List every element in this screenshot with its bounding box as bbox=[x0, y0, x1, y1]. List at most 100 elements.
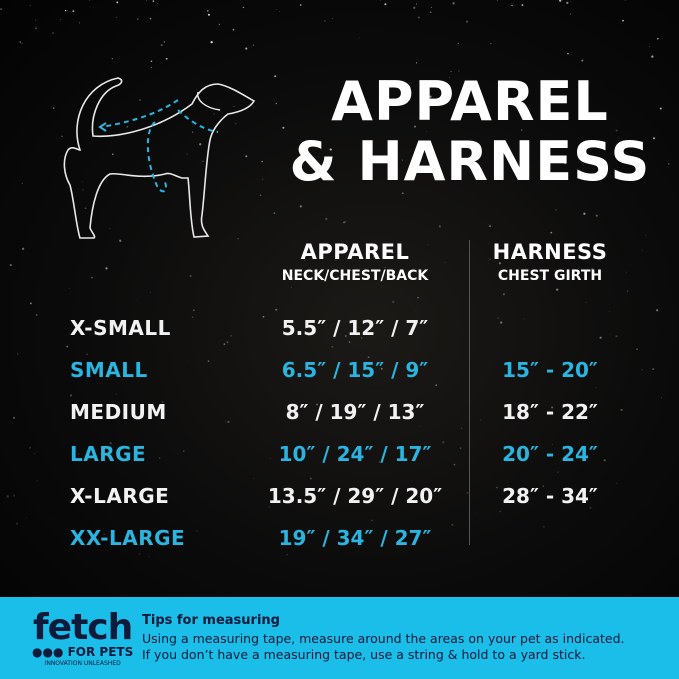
star bbox=[84, 207, 87, 210]
star bbox=[25, 516, 27, 518]
star bbox=[316, 403, 319, 406]
star bbox=[115, 16, 117, 18]
star bbox=[136, 299, 137, 300]
dog-measurement-outline-icon bbox=[63, 77, 256, 239]
apparel-measurement: 10″ / 24″ / 17″ bbox=[278, 442, 432, 466]
star bbox=[279, 11, 281, 13]
star bbox=[119, 239, 122, 242]
star bbox=[192, 309, 195, 312]
page-title-line2: & HARNESS bbox=[289, 130, 651, 193]
star bbox=[116, 1, 119, 4]
star bbox=[68, 288, 70, 290]
size-row: LARGE 10″ / 24″ / 17″ 20″ - 24″ bbox=[0, 442, 679, 472]
star bbox=[213, 135, 214, 137]
star bbox=[199, 143, 202, 146]
size-label: X-SMALL bbox=[70, 316, 171, 340]
star bbox=[69, 394, 73, 397]
star bbox=[22, 247, 25, 250]
star bbox=[52, 32, 54, 34]
star bbox=[163, 404, 165, 406]
size-row: XX-LARGE 19″ / 34″ / 27″ bbox=[0, 526, 679, 556]
star bbox=[518, 373, 520, 376]
star bbox=[73, 9, 74, 11]
star bbox=[589, 506, 592, 510]
star bbox=[616, 482, 618, 484]
star bbox=[12, 416, 16, 420]
star bbox=[126, 125, 129, 128]
star bbox=[415, 62, 418, 64]
star bbox=[109, 442, 112, 445]
star bbox=[150, 60, 153, 63]
apparel-header-sub: NECK/CHEST/BACK bbox=[281, 268, 429, 284]
star bbox=[557, 471, 559, 473]
star bbox=[9, 264, 12, 267]
star bbox=[413, 6, 416, 9]
star bbox=[585, 302, 587, 304]
star bbox=[392, 300, 395, 304]
star bbox=[653, 137, 656, 140]
star bbox=[202, 160, 204, 162]
star bbox=[444, 262, 446, 263]
size-row: SMALL 6.5″ / 15″ / 9″ 15″ - 20″ bbox=[0, 358, 679, 388]
star bbox=[620, 408, 623, 412]
star bbox=[138, 553, 141, 555]
star bbox=[82, 181, 84, 182]
star bbox=[497, 317, 499, 320]
size-row: X-SMALL 5.5″ / 12″ / 7″ bbox=[0, 316, 679, 346]
logo-brand: fetch bbox=[32, 607, 133, 648]
star bbox=[661, 397, 663, 399]
star bbox=[210, 40, 213, 44]
star bbox=[479, 418, 482, 421]
star bbox=[72, 10, 75, 13]
star bbox=[521, 129, 523, 131]
tips-title: Tips for measuring bbox=[142, 613, 280, 628]
star bbox=[373, 255, 376, 258]
star bbox=[232, 28, 235, 31]
star bbox=[370, 333, 372, 335]
logo-dots: ●●● bbox=[32, 645, 64, 659]
star bbox=[465, 20, 469, 23]
star bbox=[149, 18, 152, 20]
harness-measurement: 18″ - 22″ bbox=[502, 400, 598, 424]
star bbox=[186, 153, 188, 155]
star bbox=[324, 20, 326, 22]
star bbox=[625, 271, 627, 273]
star bbox=[275, 308, 278, 311]
size-row: MEDIUM 8″ / 19″ / 13″ 18″ - 22″ bbox=[0, 400, 679, 430]
star bbox=[413, 125, 417, 128]
star bbox=[547, 165, 550, 168]
star bbox=[581, 59, 584, 62]
harness-header-label: HARNESS bbox=[492, 240, 608, 264]
star bbox=[384, 3, 387, 6]
star bbox=[380, 367, 383, 370]
star bbox=[489, 259, 491, 260]
star bbox=[86, 353, 88, 355]
star bbox=[496, 486, 498, 489]
star bbox=[91, 277, 93, 279]
fetch-logo: fetch ●●● FOR PETS INNOVATION UNLEASHED bbox=[32, 607, 134, 668]
star bbox=[245, 47, 248, 50]
star bbox=[299, 205, 302, 208]
star bbox=[380, 360, 381, 362]
star bbox=[641, 368, 643, 371]
star bbox=[287, 408, 290, 412]
star bbox=[624, 0, 626, 1]
star bbox=[417, 296, 419, 299]
star bbox=[652, 368, 655, 371]
star bbox=[156, 3, 158, 5]
star bbox=[262, 178, 264, 180]
star bbox=[421, 145, 425, 148]
star bbox=[429, 11, 432, 13]
star bbox=[371, 519, 373, 522]
star bbox=[29, 446, 32, 449]
tips-line2: If you don’t have a measuring tape, use … bbox=[142, 647, 586, 662]
star bbox=[567, 53, 569, 55]
star bbox=[268, 505, 271, 508]
star bbox=[111, 153, 114, 156]
star bbox=[161, 400, 164, 404]
star bbox=[186, 361, 188, 363]
logo-sub: FOR PETS bbox=[67, 645, 134, 659]
star bbox=[115, 393, 117, 395]
star bbox=[165, 57, 168, 60]
size-label: XX-LARGE bbox=[70, 526, 186, 550]
